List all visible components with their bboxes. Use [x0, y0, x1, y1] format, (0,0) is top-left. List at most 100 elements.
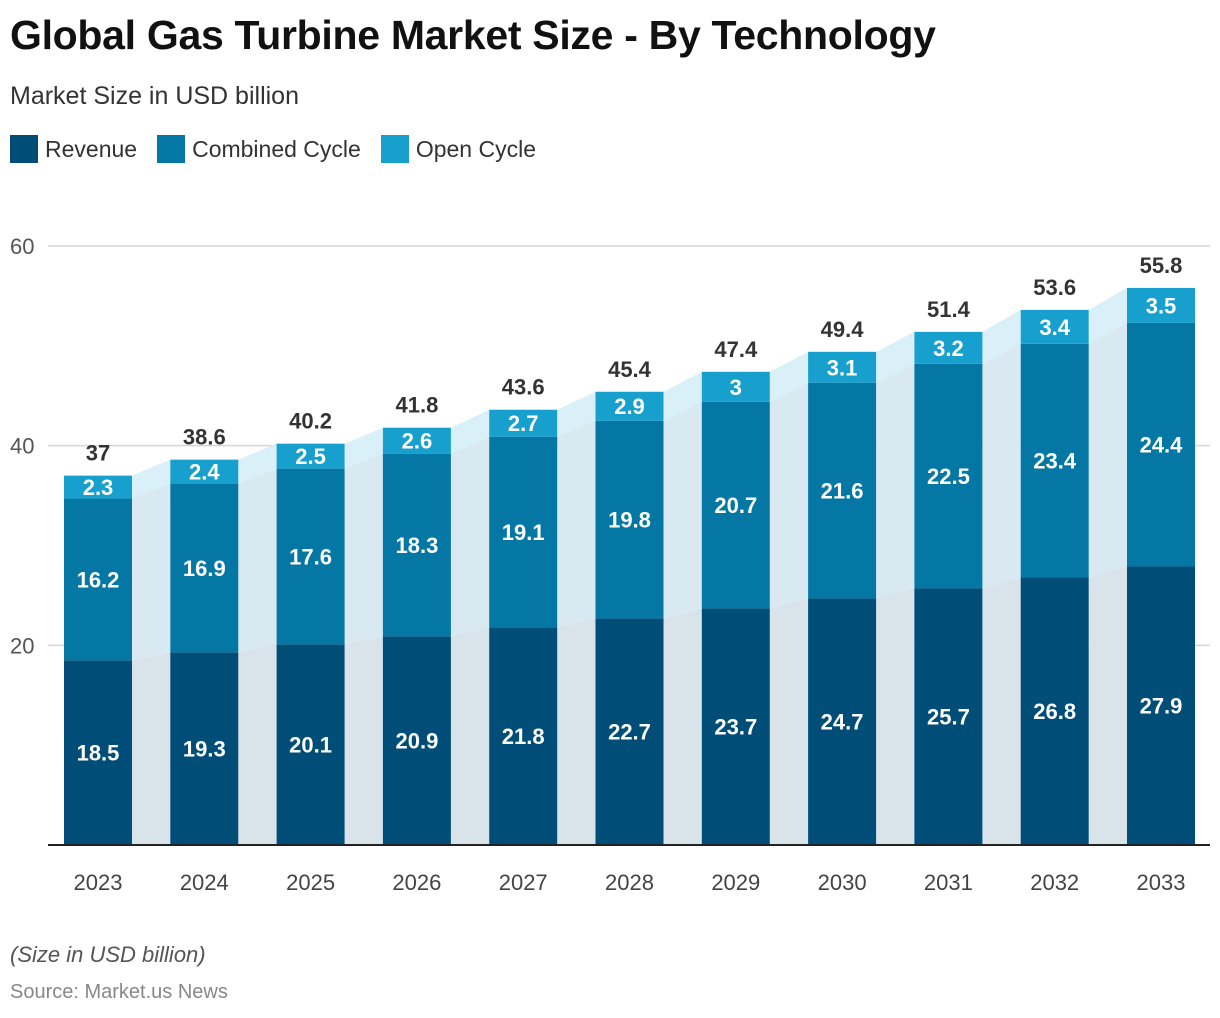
band-combined-cycle-2031	[982, 343, 1021, 589]
data-label-revenue-2031: 25.7	[927, 705, 970, 730]
legend-label-combined-cycle: Combined Cycle	[192, 135, 361, 162]
bar-open-cycle-2033	[1127, 287, 1195, 323]
band-combined-cycle-2028	[663, 401, 702, 619]
legend-label-revenue: Revenue	[45, 135, 138, 162]
data-label-revenue-2028: 22.7	[608, 720, 651, 745]
legend-swatch-open-cycle	[380, 135, 409, 163]
data-label-open-cycle-2030: 3.1	[827, 355, 858, 380]
bar-open-cycle-2026	[382, 427, 451, 454]
band-open-cycle-2024	[238, 443, 277, 484]
band-combined-cycle-2023	[132, 483, 171, 661]
bar-open-cycle-2023	[64, 475, 132, 499]
bar-combined-cycle-2026	[382, 453, 451, 637]
legend: Revenue Combined Cycle Open Cycle	[10, 135, 556, 163]
bar-combined-cycle-2029	[701, 401, 770, 609]
data-label-open-cycle-2024: 2.4	[189, 460, 220, 485]
data-label-open-cycle-2033: 3.5	[1146, 293, 1177, 318]
data-label-combined-cycle-2032: 23.4	[1033, 449, 1077, 474]
y-tick-label-40: 40	[10, 434, 34, 459]
band-combined-cycle-2024	[238, 468, 277, 653]
bar-revenue-2032	[1020, 577, 1089, 845]
bar-combined-cycle-2023	[64, 498, 132, 661]
total-label-2030: 49.4	[821, 317, 865, 342]
x-tick-label-2033: 2033	[1137, 870, 1186, 895]
bar-open-cycle-2031	[914, 331, 983, 364]
band-revenue-2032	[1088, 566, 1127, 845]
bar-revenue-2030	[808, 598, 877, 845]
legend-item-combined-cycle: Combined Cycle	[157, 135, 361, 163]
data-label-revenue-2023: 18.5	[77, 741, 120, 766]
x-tick-label-2029: 2029	[711, 870, 760, 895]
y-tick-label-60: 60	[10, 234, 34, 259]
total-label-2027: 43.6	[502, 375, 545, 400]
bar-combined-cycle-2028	[595, 420, 664, 619]
bar-revenue-2023	[64, 660, 132, 845]
chart-title: Global Gas Turbine Market Size - By Tech…	[10, 12, 936, 58]
bar-open-cycle-2024	[170, 459, 239, 484]
band-open-cycle-2025	[344, 427, 383, 469]
x-tick-label-2025: 2025	[286, 870, 335, 895]
data-label-revenue-2029: 23.7	[714, 715, 757, 740]
band-revenue-2027	[557, 618, 596, 845]
total-label-2033: 55.8	[1140, 253, 1183, 278]
legend-swatch-revenue	[10, 135, 38, 163]
x-tick-label-2031: 2031	[924, 870, 973, 895]
x-tick-label-2028: 2028	[605, 870, 654, 895]
data-label-combined-cycle-2028: 19.8	[608, 508, 651, 533]
bar-open-cycle-2030	[808, 351, 877, 383]
total-label-2031: 51.4	[927, 297, 971, 322]
band-open-cycle-2026	[450, 409, 490, 454]
x-tick-label-2023: 2023	[74, 870, 123, 895]
band-revenue-2025	[344, 636, 383, 845]
bar-open-cycle-2029	[701, 371, 770, 402]
data-label-combined-cycle-2023: 16.2	[77, 567, 120, 592]
bar-combined-cycle-2033	[1127, 322, 1195, 567]
band-combined-cycle-2025	[344, 453, 383, 645]
x-tick-label-2027: 2027	[499, 870, 548, 895]
data-label-combined-cycle-2024: 16.9	[183, 556, 226, 581]
band-revenue-2030	[876, 588, 915, 845]
band-combined-cycle-2026	[450, 436, 490, 637]
band-open-cycle-2028	[663, 371, 702, 421]
legend-label-open-cycle: Open Cycle	[415, 135, 536, 162]
data-label-combined-cycle-2029: 20.7	[714, 493, 757, 518]
band-combined-cycle-2030	[876, 363, 915, 599]
legend-item-revenue: Revenue	[10, 135, 137, 163]
band-revenue-2031	[982, 577, 1021, 845]
bar-open-cycle-2032	[1020, 309, 1089, 344]
bar-revenue-2025	[276, 644, 345, 845]
data-label-open-cycle-2026: 2.6	[402, 429, 433, 454]
band-revenue-2029	[769, 598, 809, 845]
x-tick-label-2026: 2026	[392, 870, 441, 895]
data-label-open-cycle-2029: 3	[730, 375, 742, 400]
bar-open-cycle-2028	[595, 391, 664, 421]
data-label-combined-cycle-2026: 18.3	[395, 533, 438, 558]
data-label-revenue-2033: 27.9	[1140, 694, 1183, 719]
data-label-combined-cycle-2031: 22.5	[927, 464, 970, 489]
chart-subtitle: Market Size in USD billion	[10, 82, 299, 110]
band-open-cycle-2031	[982, 309, 1021, 364]
band-revenue-2023	[132, 652, 171, 845]
bar-combined-cycle-2031	[914, 363, 983, 589]
data-label-open-cycle-2025: 2.5	[295, 444, 326, 469]
x-tick-label-2024: 2024	[180, 870, 229, 895]
bar-revenue-2031	[914, 588, 983, 845]
footnote: (Size in USD billion)	[10, 942, 206, 967]
data-label-combined-cycle-2030: 21.6	[821, 479, 864, 504]
total-label-2023: 37	[86, 441, 110, 466]
data-label-open-cycle-2032: 3.4	[1039, 315, 1070, 340]
bar-open-cycle-2025	[276, 443, 345, 469]
data-label-combined-cycle-2027: 19.1	[502, 520, 545, 545]
data-label-revenue-2024: 19.3	[183, 737, 226, 762]
bar-combined-cycle-2024	[170, 483, 239, 653]
data-label-revenue-2027: 21.8	[502, 724, 545, 749]
band-open-cycle-2027	[557, 391, 596, 437]
band-revenue-2024	[238, 644, 277, 845]
bar-open-cycle-2027	[489, 409, 558, 437]
band-revenue-2028	[663, 608, 702, 845]
bar-combined-cycle-2027	[489, 436, 558, 628]
bar-revenue-2033	[1127, 566, 1195, 845]
data-label-revenue-2025: 20.1	[289, 733, 332, 758]
bar-revenue-2024	[170, 652, 239, 845]
bar-combined-cycle-2030	[808, 382, 877, 599]
